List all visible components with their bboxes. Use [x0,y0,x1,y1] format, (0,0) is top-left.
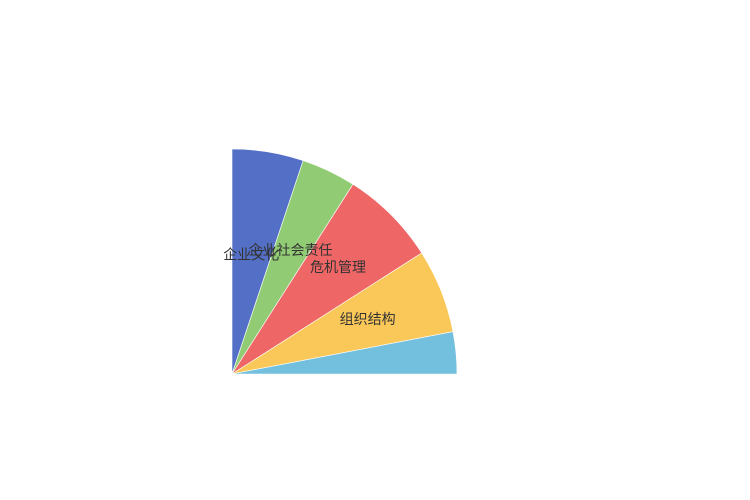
pie-label-1: 企业文化 [223,247,279,264]
pie-slices [231,148,458,375]
pie-label-2: 企业社会责任 [249,242,333,259]
pie-slice-5[interactable] [231,331,458,375]
pie-label-4: 组织结构 [340,312,396,328]
pie-label-3: 危机管理 [310,260,366,276]
